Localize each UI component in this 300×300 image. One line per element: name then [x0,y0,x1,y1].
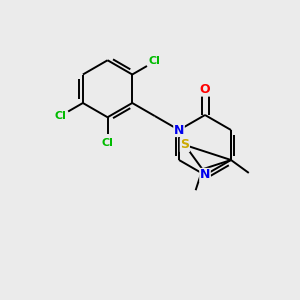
Text: O: O [200,83,210,96]
Text: N: N [200,169,210,182]
Text: Cl: Cl [54,111,66,121]
Text: Cl: Cl [102,138,113,148]
Text: S: S [180,139,189,152]
Text: N: N [174,124,184,136]
Text: Cl: Cl [149,56,161,67]
